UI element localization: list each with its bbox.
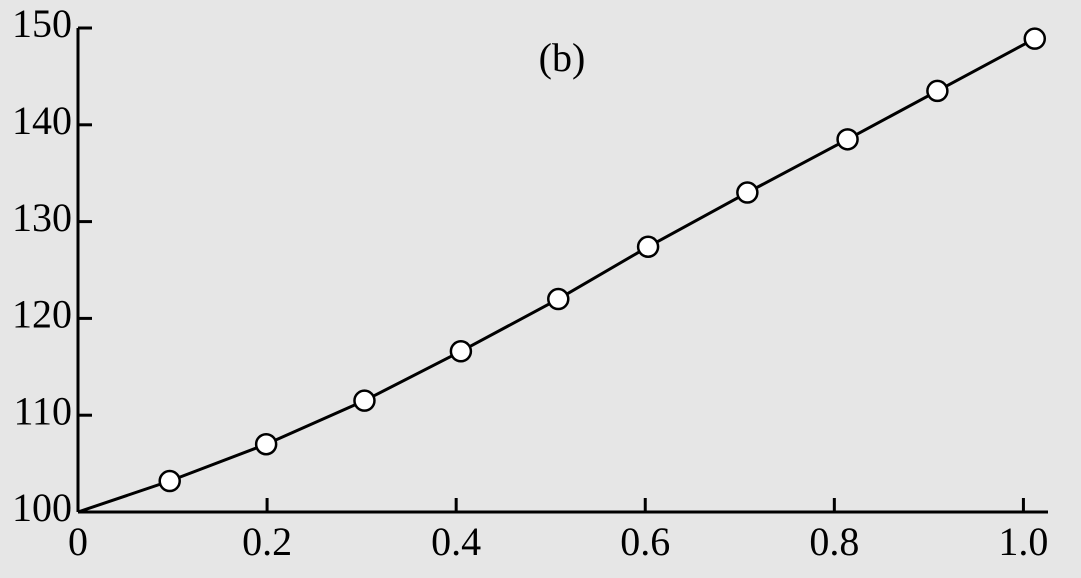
x-tick-label: 0.2 [242,519,292,564]
marker [636,235,660,259]
y-tick-label: 100 [12,485,72,530]
x-tick-label: 0.6 [620,519,670,564]
y-tick-label: 120 [12,292,72,337]
marker [547,287,570,311]
marker [736,181,759,204]
marker [254,432,278,456]
marker [449,340,473,363]
marker [926,79,949,103]
x-tick-label: 0.4 [431,519,481,564]
annotation: (b) [539,35,586,80]
marker [836,128,859,151]
x-tick-label: 1.0 [998,519,1048,564]
y-tick-label: 150 [12,1,72,46]
marker [353,389,376,412]
marker [158,469,181,493]
y-tick-label: 110 [13,388,72,433]
x-tick-label: 0.8 [809,519,859,564]
marker [1023,27,1047,50]
y-tick-label: 140 [12,98,72,143]
y-tick-label: 130 [12,195,72,240]
x-tick-label: 0 [68,519,88,564]
